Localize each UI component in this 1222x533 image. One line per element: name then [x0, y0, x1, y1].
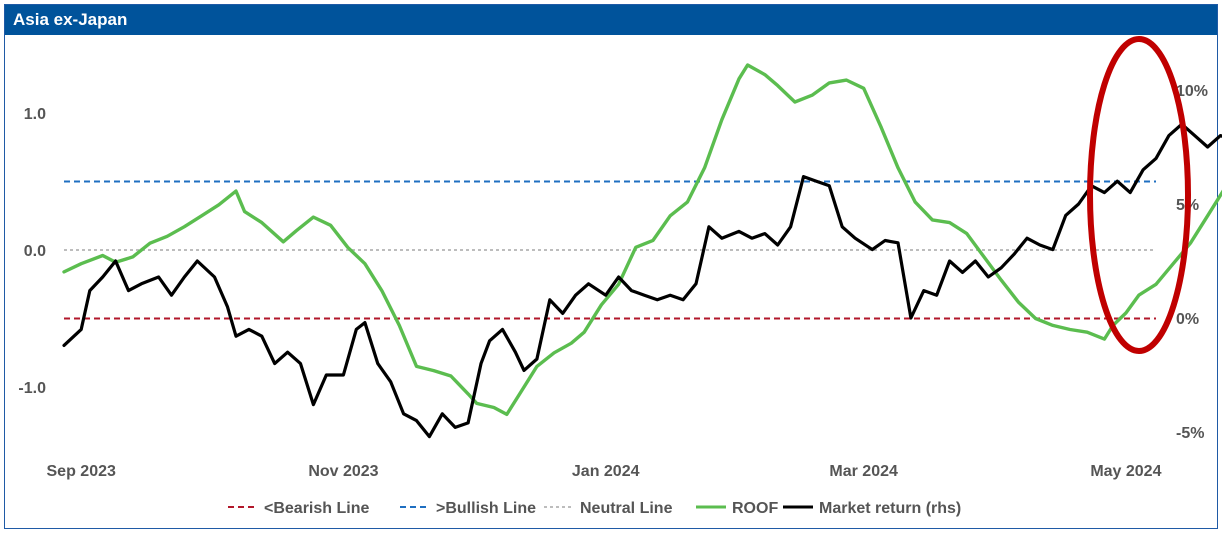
legend-label: >Bullish Line — [436, 500, 536, 517]
legend-item: >Bullish Line — [400, 500, 536, 517]
roof-line — [62, 63, 1222, 417]
legend-item: Market return (rhs) — [783, 500, 961, 517]
left-tick-label: 1.0 — [24, 106, 46, 123]
chart-frame: Asia ex-Japan — [4, 4, 1218, 529]
legend-label: ROOF — [732, 500, 778, 517]
chart-title: Asia ex-Japan — [13, 10, 128, 29]
left-tick-label: 0.0 — [24, 243, 46, 260]
reference-lines — [64, 180, 1156, 320]
legend-label: <Bearish Line — [264, 500, 369, 517]
x-tick-label: Jan 2024 — [572, 463, 640, 480]
series-lines — [62, 63, 1222, 439]
left-tick-label: -1.0 — [18, 380, 46, 397]
title-bar: Asia ex-Japan — [5, 5, 1217, 35]
axis-labels: 1.00.0-1.010%5%0%-5%Sep 2023 Nov 2023 Jan … — [18, 83, 1208, 480]
x-tick-label: Mar 2024 — [829, 463, 898, 480]
right-tick-label: 0% — [1176, 311, 1199, 328]
right-tick-label: 10% — [1176, 83, 1208, 100]
legend-item: Neutral Line — [544, 500, 673, 517]
x-tick-label: Sep 2023 — [47, 463, 116, 480]
legend-item: ROOF — [696, 500, 778, 517]
legend-label: Market return (rhs) — [819, 500, 961, 517]
market-return-line — [62, 122, 1222, 439]
legend-label: Neutral Line — [580, 500, 673, 517]
x-tick-label: Nov 2023 — [308, 463, 378, 480]
annotation-layer — [1087, 36, 1191, 354]
legend: <Bearish Line >Bullish Line Neutral Line RO… — [228, 500, 961, 517]
right-tick-label: -5% — [1176, 425, 1204, 442]
legend-item: <Bearish Line — [228, 500, 369, 517]
x-tick-label: May 2024 — [1090, 463, 1161, 480]
highlight-ellipse — [1087, 36, 1191, 354]
